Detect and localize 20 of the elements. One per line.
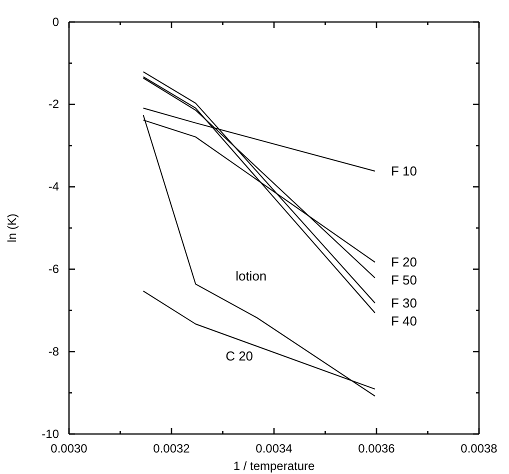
x-tick-label: 0.0032 (153, 442, 190, 456)
x-tick-label: 0.0034 (256, 442, 293, 456)
series-label: F 30 (390, 296, 417, 311)
y-axis-title: ln (K) (5, 214, 19, 242)
y-tick-label: -10 (42, 426, 60, 441)
series-label: F 50 (390, 272, 417, 288)
series-label: lotion (236, 268, 267, 284)
series-label: C 20 (226, 348, 254, 364)
x-tick-label: 0.0030 (50, 442, 88, 456)
y-tick-label: -6 (48, 262, 60, 276)
x-tick-label: 0.0038 (460, 442, 498, 456)
y-tick-label: -4 (48, 180, 60, 194)
x-tick-label: 0.0036 (358, 442, 396, 456)
series-label: F 20 (390, 254, 417, 270)
y-tick-label: 0 (52, 14, 60, 29)
series-label: F 10 (390, 164, 417, 179)
x-axis-title: 1 / temperature (233, 459, 316, 473)
y-tick-label: -8 (48, 344, 60, 358)
series-label: F 40 (390, 314, 417, 329)
y-tick-label: -2 (48, 97, 60, 112)
